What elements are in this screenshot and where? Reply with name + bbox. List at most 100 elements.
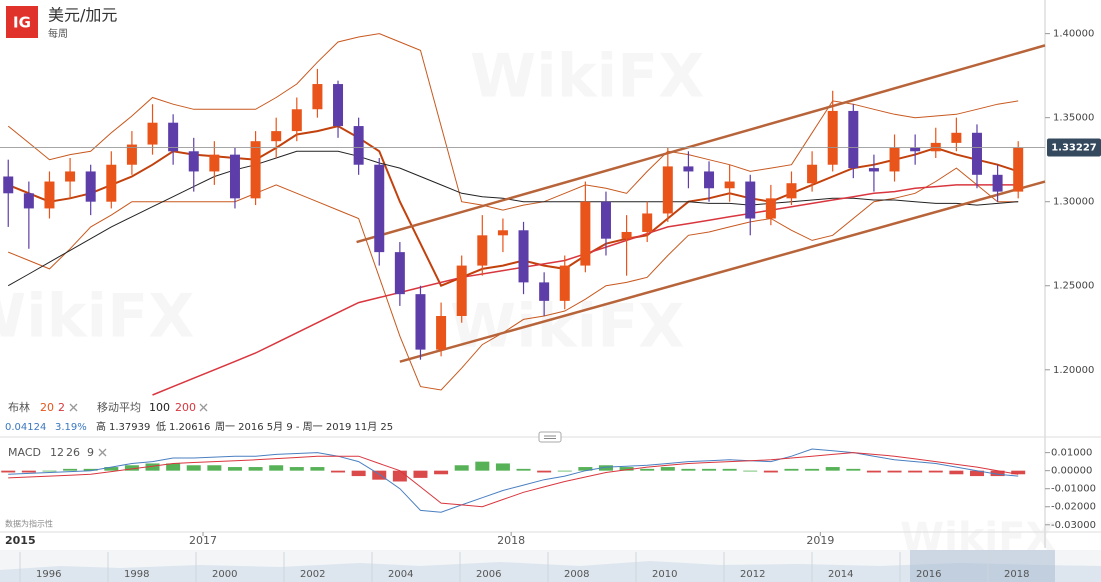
macd-bar [413,470,428,478]
trend-line [399,180,1046,363]
macd-bar [227,467,242,471]
y-tick-label: 1.30000 [1053,197,1094,208]
macd-bar [207,465,222,471]
macd-bar [537,470,552,473]
candle-body [559,265,570,301]
macd-bar [990,470,1005,477]
y-tick-label: 1.40000 [1053,29,1094,40]
macd-fast: 12 [50,446,64,459]
candle-body [889,147,900,172]
y-tick-label: 1.25000 [1053,281,1094,292]
remove-ma[interactable] [199,403,208,412]
ma-fast: 100 [149,401,170,414]
period: 每周 [48,27,68,40]
candle-body [580,201,591,266]
candle-body [229,154,240,199]
candle-body [394,252,405,295]
candle-body [868,168,879,172]
candle-body [291,109,302,132]
macd-bar [331,470,346,473]
macd-bar [351,470,366,477]
navigator-year: 2012 [740,569,765,580]
candle-body [683,166,694,172]
remove-macd[interactable] [98,448,107,457]
candle-body [168,122,179,152]
bollinger-stddev: 2 [58,401,65,414]
candle-body [786,183,797,199]
indicator-line [7,125,1019,287]
macd-bar [846,468,861,471]
navigator-year: 1998 [124,569,149,580]
last-price-box [1047,138,1101,157]
y-tick-label: 0.00000 [1051,466,1092,477]
candle-body [807,164,818,184]
macd-bar [310,467,325,471]
candle-body [827,110,838,165]
macd-bar [763,470,778,473]
watermark: WikiFX [450,292,684,362]
low: 1.20616 [169,422,210,433]
navigator-year: 2006 [476,569,501,580]
navigator-selection[interactable] [910,550,1055,582]
candle-body [374,164,385,253]
bollinger-period: 20 [40,401,54,414]
candle-body [3,176,14,194]
macd-bar [969,470,984,477]
indicator-line [8,167,1019,391]
macd-bar [578,467,593,471]
candle-body [662,166,673,214]
macd-bar [248,467,263,471]
macd-bar [557,470,572,472]
candle-body [704,171,715,189]
remove-bollinger[interactable] [69,403,78,412]
bollinger-label: 布林 [8,400,30,414]
panel-resize-handle[interactable] [538,431,562,443]
candle-body [85,171,96,202]
macd-signal: 9 [87,446,94,459]
candle-body [44,181,55,209]
candle-body [497,230,508,236]
macd-bar [495,463,510,471]
candle-body [642,213,653,232]
candle-body [209,154,220,172]
macd-bar [104,467,119,471]
navigator-year: 2016 [916,569,941,580]
macd-bar [598,465,613,471]
change-pct: 3.19% [55,422,87,433]
candle-body [1013,147,1024,192]
candle-body [456,265,467,316]
macd-bar [434,470,449,475]
trend-line [356,44,1046,244]
candle-body [147,122,158,145]
macd-bar [805,468,820,471]
macd-bar [289,467,304,471]
macd-bar [454,465,469,471]
macd-label: MACD [8,446,41,459]
watermarks: WikiFX WikiFX WikiFX WikiFX [0,42,1056,561]
navigator-year: 2002 [300,569,325,580]
y-tick-label: 0.01000 [1051,448,1092,459]
candle-body [312,84,323,110]
last-price-label: 1.33227 [1051,142,1097,153]
candle-body [745,181,756,219]
candle-body [518,230,529,283]
indicator-line [8,452,1019,508]
macd-slow: 26 [66,446,80,459]
high: 1.37939 [109,422,150,433]
macd-bar [825,467,840,471]
indicator-line [8,448,1019,513]
indicator-line [7,33,1019,211]
macd-bar [702,468,717,471]
candle-body [971,132,982,175]
indicator-line [7,150,1019,287]
candle-body [724,181,735,189]
start-label: 2015 [5,534,36,547]
candle-body [106,164,117,202]
candle-body [415,294,426,350]
macd-bar [145,463,160,471]
navigator-year: 2000 [212,569,237,580]
macd-bar [660,467,675,471]
y-tick-label: -0.03000 [1051,520,1096,531]
macd-bar [887,470,902,473]
